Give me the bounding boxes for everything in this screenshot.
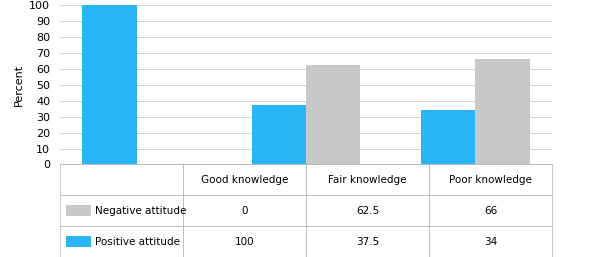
Text: Positive attitude: Positive attitude [95, 237, 180, 246]
Text: Negative attitude: Negative attitude [95, 206, 187, 216]
Bar [306, 65, 360, 164]
Y-axis label: Percent: Percent [14, 64, 24, 106]
Bar [421, 110, 475, 164]
Bar [475, 59, 530, 164]
Bar [82, 5, 137, 164]
Bar [252, 105, 306, 164]
